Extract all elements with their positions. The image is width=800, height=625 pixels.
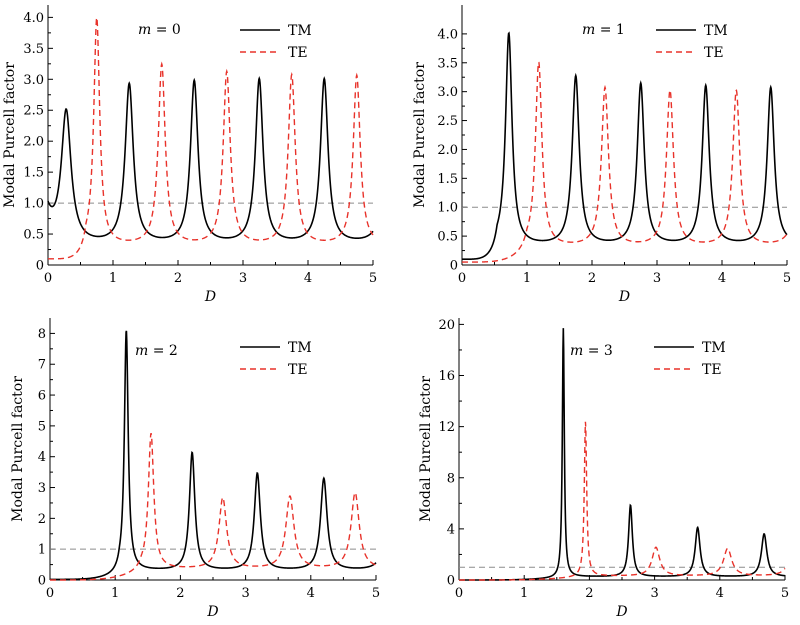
y-tick-label: 20 (438, 318, 455, 333)
x-tick-label: 4 (304, 271, 312, 286)
x-tick-label: 2 (174, 271, 182, 286)
y-axis-label: Modal Purcell factor (412, 62, 428, 208)
x-tick-label: 5 (372, 586, 380, 601)
series-tm-line (47, 75, 374, 240)
y-tick-label: 16 (438, 369, 455, 384)
y-tick-label: 0 (38, 574, 46, 589)
y-tick-label: 4.0 (437, 27, 458, 42)
legend-label-te: TE (702, 362, 722, 378)
y-tick-label: 3.5 (23, 42, 44, 57)
x-tick-label: 4 (716, 586, 724, 601)
series-tm-line (50, 330, 377, 581)
x-axis-label: D (206, 604, 218, 620)
y-tick-label: 1.0 (437, 201, 458, 216)
x-tick-label: 5 (781, 586, 789, 601)
panel-annotation: m = 0 (138, 22, 181, 38)
panel-annotation: m = 2 (135, 343, 178, 359)
y-tick-label: 4 (38, 450, 46, 465)
annotation-variable: m (570, 343, 583, 359)
y-tick-label: 1.0 (23, 197, 44, 212)
legend-label-te: TE (288, 362, 308, 378)
chart-panel-2: 0 1 2 3 4 5 0 1 2 3 4 5 6 7 8 D Modal Purcell factor TM TE… (10, 318, 380, 620)
y-axis-label: Modal Purcell factor (418, 376, 434, 522)
legend-label-te: TE (288, 45, 308, 61)
y-tick-label: 7 (38, 358, 46, 373)
y-tick-label: 0 (36, 259, 44, 274)
y-tick-label: 4.0 (23, 11, 44, 26)
y-tick-label: 2.0 (437, 143, 458, 158)
annotation-variable: m (582, 22, 595, 38)
x-tick-label: 0 (455, 586, 463, 601)
x-tick-label: 3 (241, 586, 249, 601)
x-tick-label: 5 (369, 271, 377, 286)
y-tick-label: 1 (38, 543, 46, 558)
y-tick-label: 0.5 (23, 228, 44, 243)
legend-label-tm: TM (704, 23, 728, 39)
legend-label-tm: TM (288, 340, 312, 356)
series-te-line (48, 17, 374, 260)
y-tick-label: 8 (38, 327, 46, 342)
x-axis-label: D (615, 604, 627, 620)
x-tick-label: 5 (783, 271, 791, 286)
x-tick-label: 2 (176, 586, 184, 601)
y-tick-label: 2.5 (23, 104, 44, 119)
x-tick-label: 1 (520, 586, 528, 601)
x-tick-label: 1 (109, 271, 117, 286)
annotation-variable: m (135, 343, 148, 359)
y-tick-label: 0 (450, 259, 458, 274)
y-tick-label: 6 (38, 389, 46, 404)
y-axis-label: Modal Purcell factor (10, 376, 26, 522)
x-tick-label: 0 (46, 586, 54, 601)
series-te-line (459, 421, 786, 581)
panel-annotation: m = 1 (582, 22, 625, 38)
panel-annotation: m = 3 (570, 343, 613, 359)
y-tick-label: 1.5 (437, 172, 458, 187)
y-tick-label: 0 (447, 574, 455, 589)
y-tick-label: 2.0 (23, 135, 44, 150)
x-tick-label: 1 (523, 271, 531, 286)
y-tick-label: 12 (438, 420, 455, 435)
legend-label-tm: TM (288, 23, 312, 39)
y-tick-label: 4 (447, 522, 455, 537)
chart-panel-0: 0 1 2 3 4 5 0 0.5 1.0 1.5 2.0 2.5 3.0 3.5 4.0 D Modal Pu… (2, 5, 377, 305)
x-tick-label: 1 (111, 586, 119, 601)
y-tick-label: 3.5 (437, 56, 458, 71)
y-tick-label: 2.5 (437, 114, 458, 129)
x-tick-label: 0 (44, 271, 52, 286)
y-tick-label: 0.5 (437, 230, 458, 245)
series-tm-line (462, 31, 788, 261)
x-tick-label: 4 (307, 586, 315, 601)
y-tick-label: 3.0 (23, 73, 44, 88)
x-axis-label: D (204, 289, 216, 305)
legend-label-te: TE (704, 45, 724, 61)
x-tick-label: 0 (458, 271, 466, 286)
x-tick-label: 2 (585, 586, 593, 601)
annotation-value: = 2 (148, 343, 178, 359)
annotation-value: = 0 (151, 22, 181, 38)
y-tick-label: 3 (38, 481, 46, 496)
annotation-variable: m (138, 22, 151, 38)
x-tick-label: 3 (650, 586, 658, 601)
x-tick-label: 4 (718, 271, 726, 286)
y-tick-label: 3.0 (437, 85, 458, 100)
legend-label-tm: TM (702, 340, 726, 356)
y-tick-label: 5 (38, 419, 46, 434)
x-tick-label: 3 (653, 271, 661, 286)
x-tick-label: 2 (588, 271, 596, 286)
series-tm-line (459, 328, 786, 581)
annotation-value: = 3 (583, 343, 613, 359)
series-te-line (50, 433, 377, 581)
chart-panel-1: 0 1 2 3 4 5 0 0.5 1.0 1.5 2.0 2.5 3.0 3.5 4.0 D Modal Pu… (412, 5, 791, 305)
y-tick-label: 1.5 (23, 166, 44, 181)
x-tick-label: 3 (239, 271, 247, 286)
y-tick-label: 8 (447, 471, 455, 486)
annotation-value: = 1 (595, 22, 625, 38)
y-axis-label: Modal Purcell factor (2, 62, 18, 208)
y-tick-label: 2 (38, 512, 46, 527)
x-axis-label: D (618, 289, 630, 305)
